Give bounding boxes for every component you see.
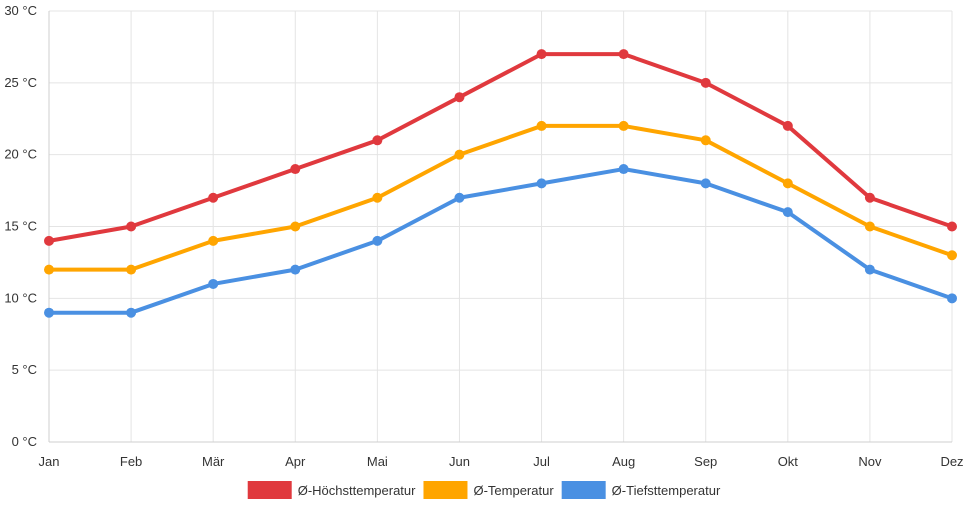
y-tick-label: 10 °C [4,290,37,305]
series-lines [44,49,957,318]
data-point[interactable] [454,192,465,203]
data-point[interactable] [782,207,793,218]
data-point[interactable] [947,221,957,232]
x-tick-label: Mai [367,454,388,469]
series-line [47,52,954,243]
data-point[interactable] [208,192,219,203]
data-point[interactable] [618,49,629,60]
y-tick-label: 0 °C [12,434,37,449]
y-tick-label: 15 °C [4,219,37,234]
x-tick-label: Aug [612,454,635,469]
data-point[interactable] [44,264,54,275]
y-tick-label: 30 °C [4,3,37,18]
data-point[interactable] [864,264,875,275]
data-point[interactable] [536,178,547,189]
data-point[interactable] [126,221,137,232]
x-tick-label: Sep [694,454,717,469]
data-point[interactable] [44,235,54,246]
data-point[interactable] [618,164,629,175]
x-tick-label: Jun [449,454,470,469]
series-1 [44,49,957,246]
data-point[interactable] [126,307,137,318]
legend-swatch [247,481,292,499]
y-tick-label: 20 °C [4,147,37,162]
data-point[interactable] [290,221,301,232]
x-axis: Jan Feb Mär Apr Mai Jun Jul Aug Sep Okt Nov Dez [39,441,964,469]
data-point[interactable] [454,92,465,103]
x-tick-label: Mär [202,454,225,469]
data-point[interactable] [700,77,711,88]
data-point[interactable] [454,149,465,160]
data-point[interactable] [782,120,793,131]
data-point[interactable] [372,235,383,246]
legend-swatch [423,481,468,499]
data-point[interactable] [290,264,301,275]
data-point[interactable] [618,120,629,131]
data-point[interactable] [372,135,383,146]
data-point[interactable] [372,192,383,203]
y-tick-label: 5 °C [12,362,37,377]
data-point[interactable] [290,164,301,175]
series-line [47,167,954,315]
legend-swatch [561,481,606,499]
x-tick-label: Dez [940,454,963,469]
data-point[interactable] [700,135,711,146]
legend-item[interactable]: Ø-Temperatur [423,481,554,499]
data-point[interactable] [864,221,875,232]
legend-item[interactable]: Ø-Tiefsttemperatur [561,481,721,499]
x-tick-label: Jul [533,454,550,469]
legend-label: Ø-Höchsttemperatur [298,483,416,498]
series-line [47,123,954,272]
y-tick-label: 25 °C [4,75,37,90]
series-2 [44,120,957,275]
data-point[interactable] [208,278,219,289]
data-point[interactable] [947,250,957,261]
data-point[interactable] [536,120,547,131]
x-tick-label: Nov [858,454,882,469]
x-tick-label: Feb [120,454,142,469]
data-point[interactable] [208,235,219,246]
y-axis: 0 °C 5 °C 10 °C 15 °C 20 °C 25 °C 30 °C [4,3,50,449]
data-point[interactable] [864,192,875,203]
legend[interactable]: Ø-Höchsttemperatur Ø-Temperatur Ø-Tiefstte… [247,481,721,499]
legend-label: Ø-Temperatur [473,483,554,498]
series-3 [44,164,957,318]
legend-item[interactable]: Ø-Höchsttemperatur [247,481,416,499]
x-tick-label: Apr [285,454,306,469]
x-tick-label: Okt [778,454,799,469]
data-point[interactable] [947,293,957,304]
data-point[interactable] [44,307,54,318]
legend-label: Ø-Tiefsttemperatur [612,483,721,498]
data-point[interactable] [536,49,547,60]
data-point[interactable] [700,178,711,189]
data-point[interactable] [782,178,793,189]
x-tick-label: Jan [39,454,60,469]
data-point[interactable] [126,264,137,275]
